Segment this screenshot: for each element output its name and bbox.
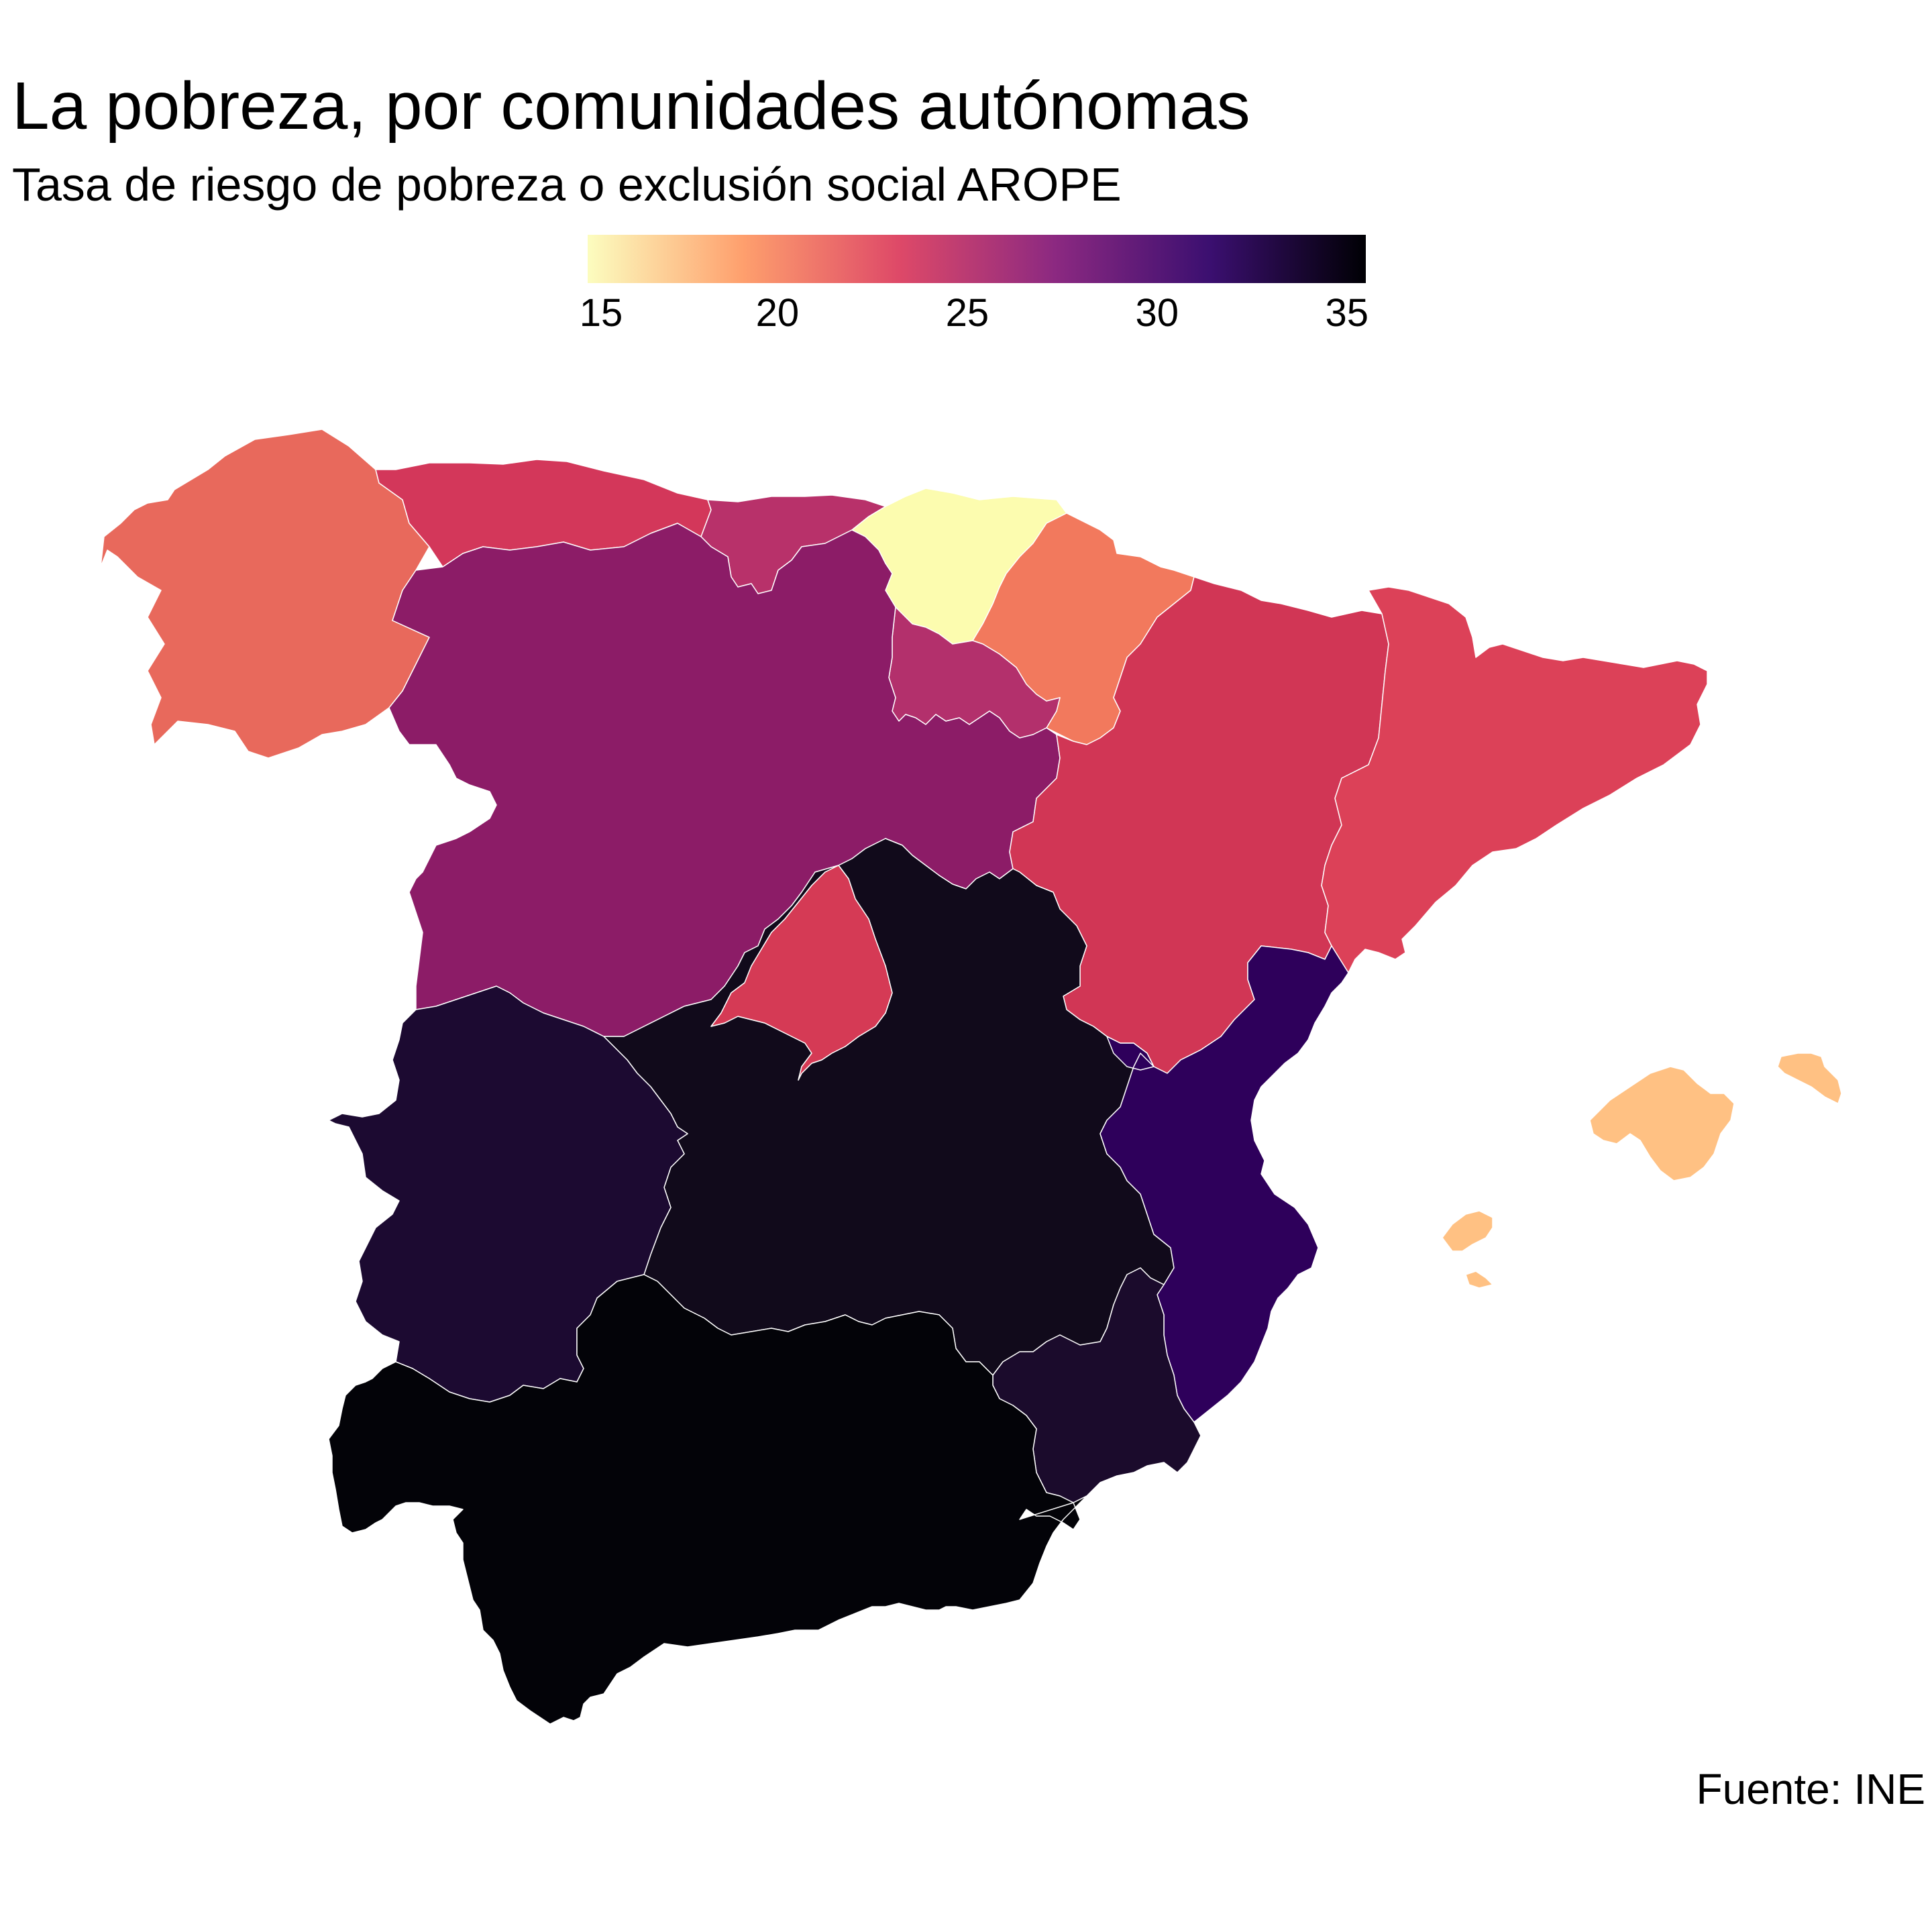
legend-colorbar	[588, 235, 1366, 283]
region-cataluna	[1321, 586, 1708, 973]
source-caption: Fuente: INE	[1696, 1765, 1926, 1813]
legend-tick-label: 30	[1135, 291, 1179, 335]
legend-tick-label: 20	[755, 291, 800, 335]
legend-tick-label: 35	[1325, 291, 1368, 335]
region-illes-balears-formentera	[1465, 1271, 1493, 1289]
region-illes-balears-ibiza	[1442, 1210, 1493, 1252]
legend-tick-label: 25	[945, 291, 989, 335]
region-illes-balears-menorca	[1777, 1053, 1842, 1104]
region-madrid	[710, 865, 893, 1081]
region-illes-balears-mallorca	[1589, 1066, 1735, 1181]
chart-title: La pobreza, por comunidades autónomas	[12, 68, 1250, 144]
legend-tick-label: 15	[579, 291, 623, 335]
chart-subtitle: Tasa de riesgo de pobreza o exclusión so…	[12, 158, 1122, 211]
region-andalucia	[328, 1274, 1087, 1725]
